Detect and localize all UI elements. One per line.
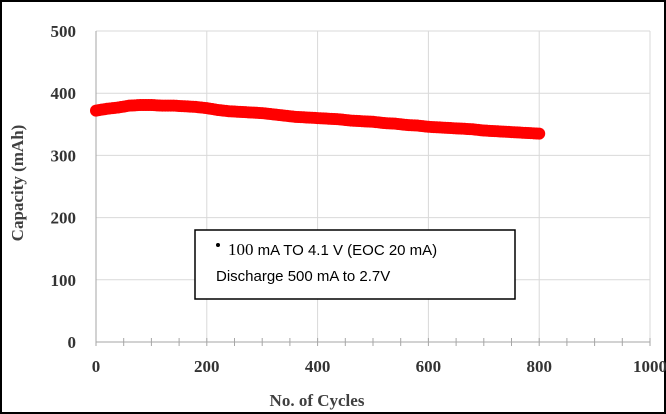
y-tick-label: 400 — [51, 84, 77, 103]
y-tick-label: 0 — [68, 333, 77, 352]
y-tick-label: 100 — [51, 271, 77, 290]
annotation-box: 100 mA TO 4.1 V (EOC 20 mA) Discharge 50… — [194, 229, 516, 300]
tick-labels: 0 200 400 600 800 1000 0 100 200 300 400 500 — [51, 22, 666, 376]
annotation-line-2: Discharge 500 mA to 2.7V — [216, 268, 390, 285]
axes — [95, 31, 651, 346]
y-tick-label: 300 — [51, 146, 77, 165]
data-series — [90, 99, 546, 140]
x-tick-label: 200 — [194, 357, 220, 376]
y-axis-title: Capacity (mAh) — [8, 125, 27, 242]
annotation-value: 100 — [228, 240, 254, 259]
data-point — [533, 127, 546, 140]
x-tick-label: 1000 — [633, 357, 666, 376]
annotation-bullet — [216, 243, 220, 247]
annotation-line-1-text: mA TO 4.1 V (EOC 20 mA) — [254, 242, 438, 259]
annotation-line-1: 100 mA TO 4.1 V (EOC 20 mA) — [228, 240, 437, 259]
x-axis-title: No. of Cycles — [270, 391, 365, 410]
x-tick-label: 400 — [305, 357, 331, 376]
x-tick-label: 0 — [92, 357, 101, 376]
y-tick-label: 200 — [51, 209, 77, 228]
series-points — [90, 99, 546, 140]
y-tick-label: 500 — [51, 22, 77, 41]
x-tick-label: 600 — [416, 357, 442, 376]
x-tick-label: 800 — [526, 357, 552, 376]
